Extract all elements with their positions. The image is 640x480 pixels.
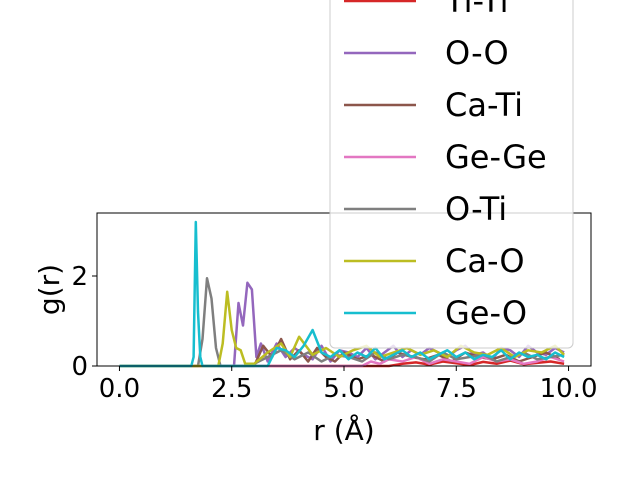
y-tick-label: 0: [71, 352, 88, 382]
legend-label: Ca-O: [445, 242, 525, 280]
series-line-ca-o: [119, 290, 565, 368]
x-axis-ticks: 0.0 2.5 5.0 7.5 10.0: [99, 366, 598, 404]
legend-label: Ge-Ge: [445, 138, 547, 176]
legend-item-ge-ge: Ge-Ge: [344, 138, 547, 176]
y-axis-label: g(r): [33, 264, 66, 315]
x-tick-label: 5.0: [323, 374, 364, 404]
legend-item-ca-ti: Ca-Ti: [344, 86, 523, 124]
x-tick-label: 10.0: [540, 374, 598, 404]
legend-item-o-o: O-O: [344, 34, 509, 72]
series-line-ge-ge: [119, 355, 565, 368]
y-tick-label: 2: [71, 262, 88, 292]
legend-label: O-Ti: [445, 190, 507, 228]
legend-item-ca-o: Ca-O: [344, 242, 525, 280]
legend-label: O-O: [445, 34, 509, 72]
legend-label: Ca-Ti: [445, 86, 523, 124]
legend: Ti-Ti O-O Ca-Ti Ge-Ge O-Ti Ca-O Ge-O: [329, 0, 574, 349]
legend-item-o-ti: O-Ti: [344, 190, 507, 228]
legend-item-ti-ti: Ti-Ti: [344, 0, 509, 20]
x-tick-label: 0.0: [99, 374, 140, 404]
x-tick-label: 2.5: [211, 374, 252, 404]
x-tick-label: 7.5: [436, 374, 477, 404]
x-axis-label: r (Å): [313, 413, 374, 447]
y-axis-ticks: 02: [71, 262, 97, 382]
legend-item-ge-o: Ge-O: [344, 294, 527, 332]
legend-label: Ti-Ti: [444, 0, 509, 20]
legend-label: Ge-O: [445, 294, 527, 332]
plot-lines: [119, 220, 565, 368]
